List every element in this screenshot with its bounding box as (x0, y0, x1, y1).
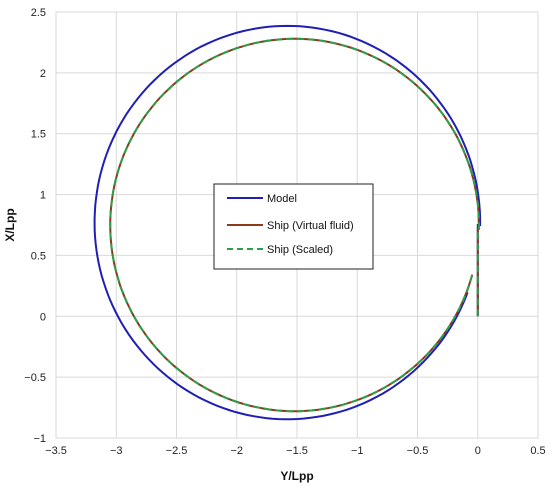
x-tick-label: −1 (351, 445, 364, 457)
x-tick-label: −3.5 (45, 445, 67, 457)
y-tick-label: −0.5 (24, 372, 46, 384)
y-tick-label: 1 (40, 190, 46, 202)
y-tick-label: 2 (40, 68, 46, 80)
x-tick-label: −3 (110, 445, 123, 457)
y-tick-label: −1 (33, 433, 46, 445)
x-tick-label: 0 (475, 445, 481, 457)
series-line-model (93, 24, 482, 421)
legend-label-virtual-fluid: Ship (Virtual fluid) (267, 220, 354, 232)
y-tick-labels: −1 −0.5 0 0.5 1 1.5 2 2.5 (24, 7, 46, 445)
x-axis-title: Y/Lpp (280, 469, 313, 483)
series-line-ship-scaled (109, 37, 480, 413)
legend-label-model: Model (267, 193, 297, 205)
legend: Model Ship (Virtual fluid) Ship (Scaled) (213, 183, 374, 270)
x-tick-label: −1.5 (286, 445, 308, 457)
x-tick-label: −2.5 (166, 445, 188, 457)
x-tick-label: −0.5 (407, 445, 429, 457)
y-tick-label: 2.5 (31, 7, 46, 19)
x-tick-label: 0.5 (530, 445, 545, 457)
y-tick-label: 0 (40, 311, 46, 323)
legend-label-scaled: Ship (Scaled) (267, 244, 333, 256)
y-axis-title: X/Lpp (3, 208, 17, 241)
y-tick-label: 1.5 (31, 129, 46, 141)
x-tick-label: −2 (230, 445, 243, 457)
x-tick-labels: −3.5 −3 −2.5 −2 −1.5 −1 −0.5 0 0.5 (45, 445, 546, 457)
series-layer (93, 24, 482, 421)
y-tick-label: 0.5 (31, 250, 46, 262)
